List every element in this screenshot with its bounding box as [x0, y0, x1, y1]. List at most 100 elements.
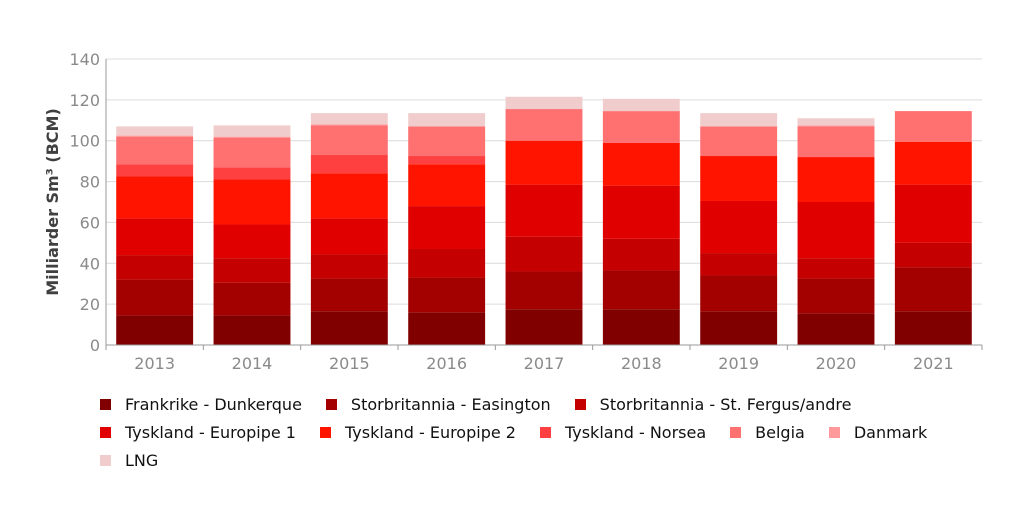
bar-segment — [894, 267, 972, 312]
legend-swatch — [100, 454, 111, 466]
bar-segment — [408, 164, 486, 207]
y-tick-label: 40 — [80, 254, 100, 273]
bar-segment — [310, 113, 388, 125]
legend-swatch — [100, 426, 111, 438]
legend-label: LNG — [125, 450, 159, 470]
bar-segment — [797, 126, 875, 158]
x-tick-label: 2021 — [913, 354, 954, 373]
bar-segment — [700, 126, 778, 157]
bar-segment — [116, 315, 194, 345]
bar-segment — [116, 164, 194, 177]
y-tick-label: 60 — [80, 213, 100, 232]
bar-segment — [505, 184, 583, 237]
bar-segment — [797, 118, 875, 126]
legend-row: Frankrike - Dunkerque Storbritannia - Eas… — [100, 390, 1000, 418]
legend-item: Belgia — [730, 423, 805, 442]
legend-label: Tyskland - Europipe 1 — [125, 422, 296, 442]
bar-segment — [505, 309, 583, 345]
x-tick-label: 2018 — [621, 354, 662, 373]
legend-item: Frankrike - Dunkerque — [100, 395, 302, 414]
bar-segment — [797, 125, 875, 127]
legend-swatch — [325, 398, 337, 410]
bar-segment — [700, 275, 778, 312]
bar-segment — [310, 254, 388, 279]
y-tick-labels: 0 20 40 60 80 100 120 140 — [69, 50, 100, 355]
bar-segment — [700, 253, 778, 276]
bar-segment — [213, 137, 291, 168]
legend-swatch — [574, 398, 586, 410]
bar-segment — [408, 206, 486, 249]
bar-segment — [408, 312, 486, 345]
bar-segment — [213, 179, 291, 225]
bar-segment — [213, 315, 291, 345]
bar-segment — [116, 135, 194, 137]
bar-segment — [116, 279, 194, 316]
bar-segment — [408, 113, 486, 127]
bar-segment — [797, 278, 875, 314]
x-tick-label: 2013 — [134, 354, 175, 373]
bar-segment — [700, 113, 778, 127]
legend-label: Tyskland - Europipe 2 — [344, 422, 516, 442]
bar-segment — [797, 202, 875, 259]
bar-segment — [213, 282, 291, 316]
bar-segment — [505, 236, 583, 272]
bar-segment — [116, 218, 194, 256]
bar-segment — [602, 98, 680, 112]
bar-segment — [310, 125, 388, 156]
bar-segment — [602, 142, 680, 186]
y-tick-label: 20 — [80, 295, 100, 314]
legend-item: Tyskland - Norsea — [539, 423, 706, 442]
bar-segment — [310, 155, 388, 174]
y-tick-label: 120 — [69, 91, 100, 110]
bar-segment — [602, 185, 680, 239]
y-tick-label: 80 — [80, 173, 100, 192]
legend-item: Tyskland - Europipe 2 — [319, 422, 516, 442]
legend-item: Storbritannia - St. Fergus/andre — [574, 394, 852, 414]
x-tick-label: 2020 — [816, 354, 857, 373]
bar-segment — [700, 311, 778, 345]
y-tick-label: 0 — [90, 336, 100, 355]
bar-segment — [505, 109, 583, 141]
legend-label: Storbritannia - St. Fergus/andre — [599, 394, 852, 414]
bar-segment — [116, 136, 194, 165]
legend-row: LNG — [100, 446, 1000, 474]
bar-segment — [408, 277, 486, 313]
axes — [105, 59, 983, 350]
bar-segment — [894, 141, 972, 185]
bar-segment — [213, 167, 291, 180]
bars — [116, 96, 972, 345]
bar-segment — [116, 176, 194, 219]
x-tick-label: 2016 — [426, 354, 467, 373]
y-tick-label: 100 — [69, 132, 100, 151]
y-tick-label: 140 — [69, 50, 100, 69]
bar-segment — [505, 96, 583, 110]
bar-segment — [310, 124, 388, 126]
legend-swatch — [539, 426, 551, 438]
bar-segment — [408, 126, 486, 157]
bar-segment — [894, 242, 972, 268]
bar-segment — [602, 238, 680, 271]
legend-item: Tyskland - Europipe 1 — [100, 423, 296, 442]
legend-item: Storbritannia - Easington — [325, 394, 551, 414]
x-tick-label: 2019 — [718, 354, 759, 373]
bar-segment — [213, 136, 291, 138]
legend-swatch — [319, 426, 331, 438]
bar-segment — [700, 156, 778, 201]
legend-swatch — [100, 398, 111, 410]
legend-label: Danmark — [853, 422, 928, 442]
legend-label: Storbritannia - Easington — [350, 394, 551, 414]
legend: Frankrike - Dunkerque Storbritannia - Eas… — [100, 390, 1000, 474]
legend-swatch — [828, 426, 840, 438]
bar-segment — [310, 173, 388, 219]
bar-segment — [408, 156, 486, 165]
bar-segment — [797, 258, 875, 279]
bar-segment — [310, 278, 388, 312]
y-axis-label: Milliarder Sm³ (BCM) — [43, 108, 62, 296]
x-tick-label: 2014 — [232, 354, 273, 373]
bar-segment — [797, 313, 875, 345]
legend-item: Danmark — [828, 422, 928, 442]
bar-segment — [505, 140, 583, 185]
bar-segment — [213, 125, 291, 137]
legend-item: LNG — [100, 451, 158, 470]
